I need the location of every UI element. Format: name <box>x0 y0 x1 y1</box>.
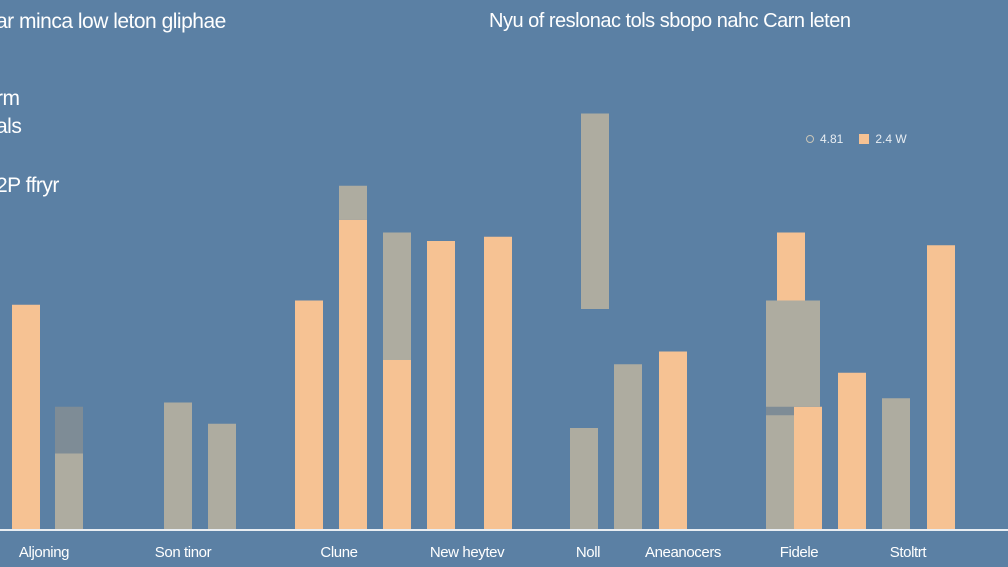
legend-square-swatch <box>859 134 870 144</box>
bar-clune-7 <box>339 185 367 220</box>
bar-aljoning-2 <box>55 406 83 454</box>
bars-group <box>12 113 955 530</box>
bar-noll-12 <box>570 428 598 530</box>
bar-son-tinor-3 <box>164 402 192 530</box>
bar-new-heytev-9 <box>383 232 411 360</box>
legend-item-1: 4.81 <box>806 132 843 146</box>
bar-new-heytev-10 <box>427 241 455 530</box>
bar-aljoning-0 <box>12 304 40 530</box>
bar-stoltrt-23 <box>882 398 910 530</box>
side-label-2: als <box>0 115 22 138</box>
bar-son-tinor-4 <box>208 423 236 530</box>
side-label-1: rm <box>0 87 20 110</box>
bar-fidele-21 <box>766 300 820 348</box>
bar-aljoning-1 <box>55 453 83 530</box>
bar-aneanocers-15 <box>659 351 687 530</box>
legend-label-1: 4.81 <box>820 132 844 146</box>
bar-fidele-18 <box>794 406 822 530</box>
legend-circle-swatch <box>806 135 814 143</box>
legend-label-2: 2.4 W <box>875 132 907 146</box>
x-tick-labels: Aljoning Son tinor Clune New heytev Noll Anea… <box>19 544 928 561</box>
x-tick-label: Stoltrt <box>890 544 928 561</box>
bar-fidele-20 <box>777 232 805 301</box>
bar-noll-13 <box>581 113 609 309</box>
x-tick-label: Aneanocers <box>645 544 721 561</box>
chart-title-left: ar minca low leton gliphae <box>0 10 226 33</box>
legend-item-2: 2.4 W <box>859 132 907 146</box>
x-tick-label: Noll <box>576 544 600 561</box>
bar-new-heytev-8 <box>383 360 411 530</box>
side-label-3: 2P ffryr <box>0 174 59 197</box>
x-tick-label: Aljoning <box>19 544 69 561</box>
x-tick-label: Fidele <box>780 544 819 561</box>
bar-clune-5 <box>295 300 323 530</box>
bar-clune-6 <box>339 219 367 530</box>
chart-legend: 4.81 2.4 W <box>806 132 907 146</box>
bar-new-heytev-11 <box>484 236 512 530</box>
x-tick-label: Clune <box>320 544 357 561</box>
x-tick-label: New heytev <box>430 544 505 561</box>
x-tick-label: Son tinor <box>155 544 212 561</box>
bar-aneanocers-14 <box>614 364 642 530</box>
chart-title-right: Nyu of reslonac tols sbopo nahc Carn let… <box>489 10 851 32</box>
bar-stoltrt-22 <box>838 372 866 530</box>
bar-stoltrt-24 <box>927 245 955 530</box>
